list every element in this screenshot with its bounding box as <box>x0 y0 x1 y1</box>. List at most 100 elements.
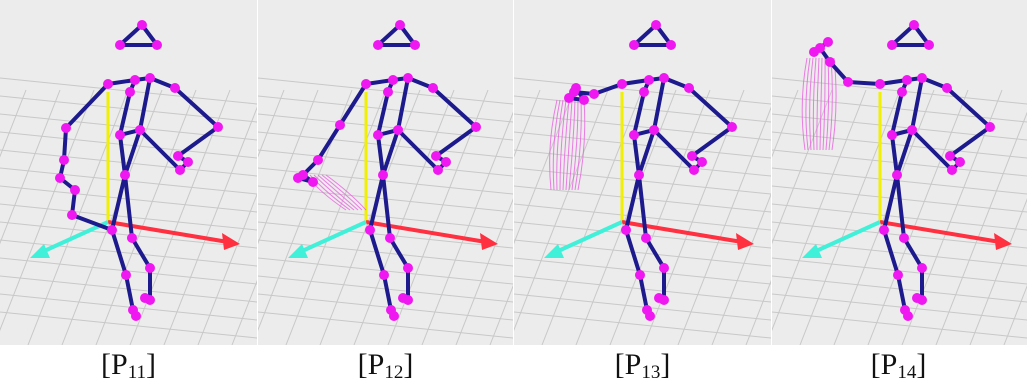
bone-spB-hip <box>381 128 400 177</box>
joint-spB <box>135 125 145 135</box>
grid-line <box>833 89 935 345</box>
joint-eR <box>727 122 737 132</box>
joint-wR3 <box>947 165 957 175</box>
grid-line <box>0 293 257 321</box>
grid-line <box>772 221 1027 249</box>
motion-trail <box>556 99 564 191</box>
bone-eL-wL1 <box>316 123 342 162</box>
bone-sR-eR <box>173 86 220 129</box>
joint-h3 <box>152 40 162 50</box>
skeleton-view-p12 <box>258 0 513 345</box>
bone-eR-wR1 <box>690 125 734 158</box>
grid-line <box>258 311 513 339</box>
joint-n2 <box>145 73 155 83</box>
grid-line <box>772 89 833 245</box>
bone-sR-eR <box>687 86 734 129</box>
pose-panel-p11 <box>0 0 257 345</box>
grid-line <box>772 311 1027 339</box>
grid-line <box>95 89 197 345</box>
motion-trail <box>313 174 355 211</box>
joint-wR1 <box>431 151 441 161</box>
joint-hip <box>892 170 902 180</box>
bone-wR3-spB <box>652 128 696 172</box>
grid-line <box>489 284 513 345</box>
grid-line <box>353 89 455 345</box>
joint-spA <box>373 130 383 140</box>
grid-line <box>61 89 163 345</box>
bone-spB-hip <box>637 128 656 177</box>
joint-h1 <box>887 40 897 50</box>
grid-line <box>0 89 27 158</box>
joint-hipL <box>621 225 631 235</box>
motion-trail <box>577 99 586 191</box>
joint-wL3 <box>579 95 589 105</box>
grid-line <box>0 89 61 245</box>
grid-line <box>0 167 257 195</box>
joint-h2 <box>909 20 919 30</box>
joint-spA <box>887 130 897 140</box>
joint-wL3 <box>308 177 318 187</box>
joint-wL1 <box>825 57 835 67</box>
bone-sL-eL <box>64 82 110 130</box>
bone-n2-spB <box>396 76 410 132</box>
x-axis-arrowhead <box>222 233 240 250</box>
motion-trail <box>825 57 830 151</box>
grid-line <box>677 106 771 345</box>
joint-spA <box>115 130 125 140</box>
grid-line <box>0 239 257 267</box>
motion-trail <box>819 57 823 151</box>
joint-n1 <box>644 75 654 85</box>
motion-trail <box>559 99 567 191</box>
grid-line <box>575 89 677 345</box>
joint-h2 <box>651 20 661 30</box>
pose-panel-p12 <box>258 0 513 345</box>
grid-line <box>258 203 513 231</box>
motion-trail <box>816 57 820 151</box>
x-axis <box>879 220 1001 244</box>
joint-h2 <box>395 20 405 30</box>
grid-line <box>772 203 1027 231</box>
joint-hip <box>378 170 388 180</box>
bone-wR3-spB <box>396 128 440 172</box>
grid-line <box>745 279 771 345</box>
bone-wR3-spB <box>138 128 182 172</box>
grid-line <box>163 106 257 345</box>
grid-line <box>285 89 387 345</box>
grid-line <box>0 311 257 339</box>
joint-h1 <box>373 40 383 50</box>
joint-hipL <box>107 225 117 235</box>
bone-kL-aL <box>382 273 393 312</box>
motion-trail <box>812 57 817 151</box>
grid-line <box>0 95 257 123</box>
motion-trail <box>822 57 826 151</box>
grid-line <box>711 193 771 345</box>
grid-line <box>609 89 711 345</box>
joint-wR1 <box>173 151 183 161</box>
bone-hipR-kR <box>902 236 924 270</box>
caption-p13: [P13] <box>614 348 671 383</box>
bone-hipL-kL <box>110 228 128 277</box>
x-axis-arrowhead <box>994 233 1012 250</box>
bone-sc-spA <box>376 90 390 137</box>
caption-p12: [P12] <box>357 348 414 383</box>
joint-wL3 <box>809 47 819 57</box>
motion-trail <box>549 99 558 191</box>
bone-eL-wL1 <box>62 126 68 162</box>
bone-hipL-kL <box>368 228 386 277</box>
joint-h3 <box>410 40 420 50</box>
grid-line <box>772 293 1027 321</box>
joint-wL1 <box>313 155 323 165</box>
bone-sc-spA <box>118 90 132 137</box>
joint-kL <box>893 270 903 280</box>
joint-n1 <box>388 75 398 85</box>
grid-line <box>1003 284 1027 345</box>
joint-hipR <box>641 233 651 243</box>
bone-hip-hipR <box>895 173 906 240</box>
joint-kR <box>659 263 669 273</box>
joint-sL <box>361 79 371 89</box>
joint-kR <box>145 263 155 273</box>
joint-sL <box>875 79 885 89</box>
joint-eL <box>61 123 71 133</box>
grid-line <box>258 131 513 159</box>
grid-line <box>0 89 95 332</box>
